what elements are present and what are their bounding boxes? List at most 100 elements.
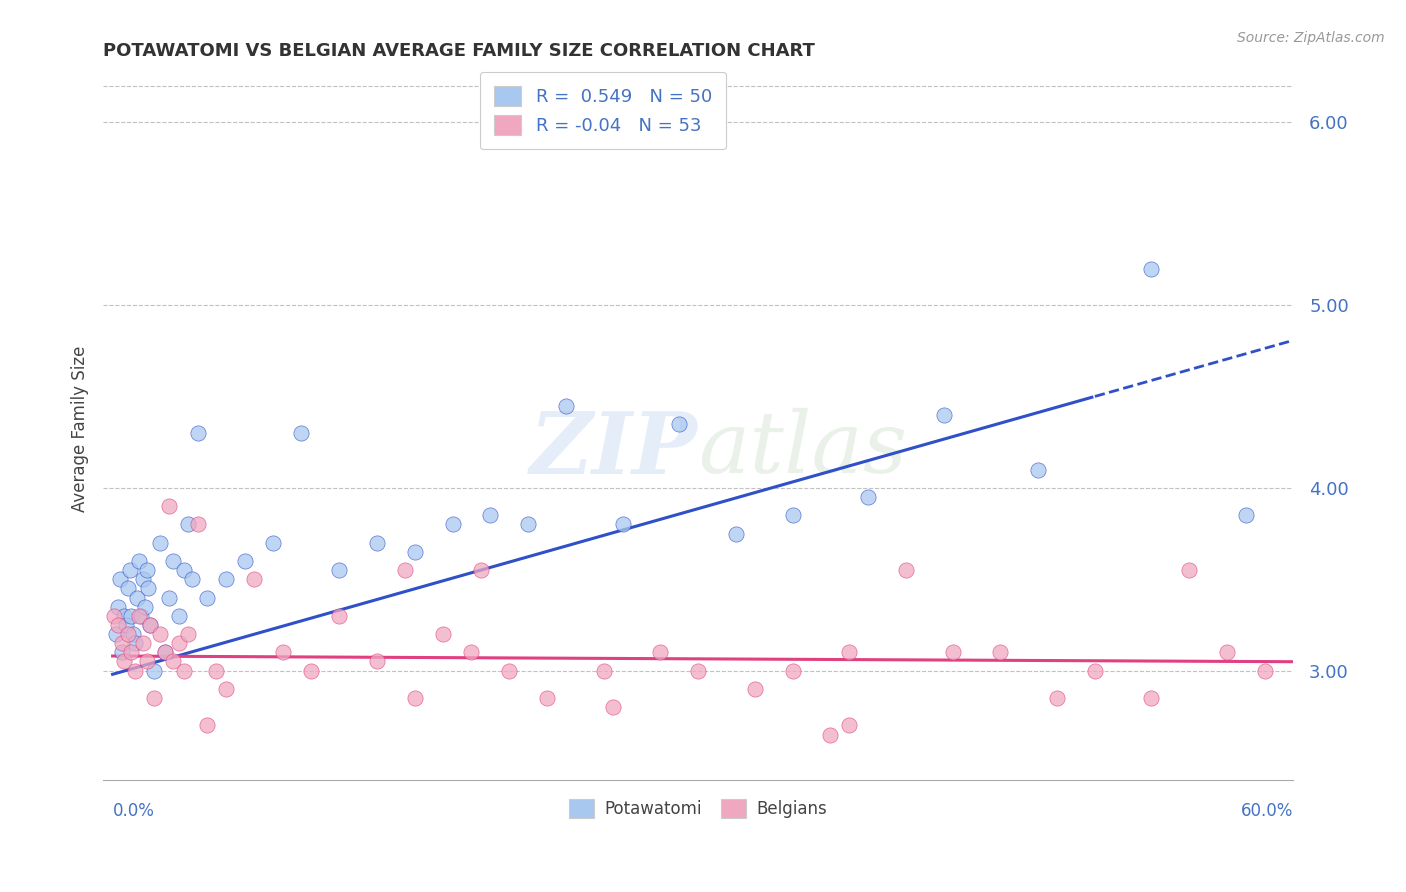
Point [243,572,266,586]
Point [121,645,143,659]
Point [554,399,576,413]
Point [299,664,322,678]
Point [1254,664,1277,678]
Point [135,655,157,669]
Point [592,664,614,678]
Point [602,700,624,714]
Point [612,517,634,532]
Point [1046,691,1069,706]
Point [155,645,177,659]
Point [668,417,690,431]
Legend: Potawatomi, Belgians: Potawatomi, Belgians [562,793,834,825]
Point [155,645,177,659]
Point [112,655,135,669]
Point [271,645,294,659]
Point [128,608,150,623]
Point [195,718,218,732]
Point [108,572,131,586]
Point [135,563,157,577]
Point [122,627,145,641]
Point [1084,664,1107,678]
Point [187,517,209,532]
Point [114,618,136,632]
Point [536,691,558,706]
Point [688,664,710,678]
Point [138,582,160,596]
Point [139,618,162,632]
Point [143,664,166,678]
Point [432,627,454,641]
Point [1234,508,1257,523]
Point [157,591,180,605]
Point [143,691,166,706]
Point [177,517,200,532]
Point [782,664,804,678]
Point [107,618,129,632]
Point [215,681,238,696]
Point [121,608,143,623]
Point [124,636,146,650]
Point [173,664,195,678]
Point [162,655,184,669]
Point [118,563,141,577]
Point [107,599,129,614]
Point [112,608,135,623]
Point [173,563,195,577]
Point [1178,563,1201,577]
Point [460,645,482,659]
Point [111,645,134,659]
Point [127,591,149,605]
Point [167,608,190,623]
Point [180,572,202,586]
Point [394,563,416,577]
Point [328,563,350,577]
Point [103,608,125,623]
Point [162,554,184,568]
Point [1140,691,1163,706]
Point [177,627,200,641]
Point [205,664,228,678]
Point [215,572,238,586]
Text: POTAWATOMI VS BELGIAN AVERAGE FAMILY SIZE CORRELATION CHART: POTAWATOMI VS BELGIAN AVERAGE FAMILY SIZ… [103,42,815,60]
Point [404,691,426,706]
Point [404,545,426,559]
Point [942,645,965,659]
Point [149,535,172,549]
Point [470,563,492,577]
Point [988,645,1011,659]
Point [650,645,672,659]
Point [195,591,218,605]
Text: 0.0%: 0.0% [112,802,155,821]
Point [124,664,146,678]
Point [233,554,256,568]
Y-axis label: Average Family Size: Average Family Size [72,345,89,512]
Point [441,517,464,532]
Point [139,618,162,632]
Point [366,535,388,549]
Point [117,582,139,596]
Point [167,636,190,650]
Point [479,508,502,523]
Point [128,554,150,568]
Point [132,636,155,650]
Point [498,664,520,678]
Text: Source: ZipAtlas.com: Source: ZipAtlas.com [1237,31,1385,45]
Point [149,627,172,641]
Point [856,490,879,504]
Point [129,608,152,623]
Point [105,627,128,641]
Point [111,636,134,650]
Point [187,425,209,440]
Point [1026,462,1049,476]
Point [838,718,860,732]
Point [724,526,747,541]
Text: 60.0%: 60.0% [1240,802,1294,821]
Point [290,425,312,440]
Point [1216,645,1239,659]
Point [262,535,284,549]
Point [517,517,540,532]
Point [838,645,860,659]
Point [157,499,180,513]
Point [366,655,388,669]
Point [134,599,156,614]
